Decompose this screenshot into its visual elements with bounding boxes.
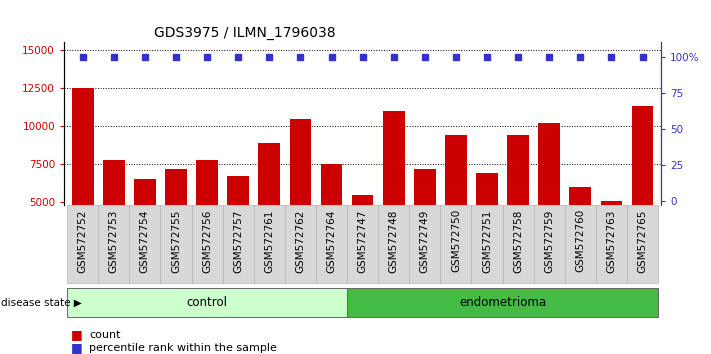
Bar (471, 205, 503, 283)
Bar (103, 160, 124, 278)
Text: endometrioma: endometrioma (459, 296, 546, 309)
Text: GSM572761: GSM572761 (264, 209, 274, 273)
Bar (72, 88, 94, 278)
Bar (507, 135, 529, 278)
Bar (191, 205, 223, 283)
Bar (445, 135, 467, 278)
Text: GSM572758: GSM572758 (513, 209, 523, 273)
Text: control: control (186, 296, 228, 309)
Text: GSM572764: GSM572764 (326, 209, 336, 273)
Bar (503, 205, 534, 283)
Bar (383, 111, 405, 278)
Text: GSM572763: GSM572763 (606, 209, 616, 273)
Bar (538, 123, 560, 278)
Bar (258, 143, 280, 278)
Text: GSM572756: GSM572756 (202, 209, 212, 273)
Text: GSM572750: GSM572750 (451, 209, 461, 273)
Bar (534, 205, 565, 283)
Bar (316, 205, 347, 283)
Bar (347, 288, 658, 317)
Bar (321, 164, 343, 278)
Bar (410, 205, 440, 283)
Text: GSM572757: GSM572757 (233, 209, 243, 273)
Text: GSM572749: GSM572749 (419, 209, 430, 273)
Bar (596, 205, 627, 283)
Bar (223, 205, 254, 283)
Text: ■: ■ (71, 328, 83, 341)
Bar (67, 205, 98, 283)
Bar (347, 205, 378, 283)
Bar (134, 179, 156, 278)
Text: GSM572747: GSM572747 (358, 209, 368, 273)
Bar (254, 205, 285, 283)
Bar (565, 205, 596, 283)
Bar (414, 169, 436, 278)
Text: percentile rank within the sample: percentile rank within the sample (89, 343, 277, 353)
Text: GSM572753: GSM572753 (109, 209, 119, 273)
Text: count: count (89, 330, 120, 339)
Bar (98, 205, 129, 283)
Bar (161, 205, 191, 283)
Bar (440, 205, 471, 283)
Bar (631, 107, 653, 278)
Text: ■: ■ (71, 341, 83, 354)
Bar (228, 176, 249, 278)
Text: GSM572752: GSM572752 (77, 209, 87, 273)
Bar (285, 205, 316, 283)
Bar (476, 173, 498, 278)
Bar (196, 160, 218, 278)
Text: GSM572762: GSM572762 (295, 209, 306, 273)
Bar (289, 119, 311, 278)
Text: GSM572748: GSM572748 (389, 209, 399, 273)
Bar (378, 205, 410, 283)
Bar (165, 169, 187, 278)
Text: GSM572754: GSM572754 (140, 209, 150, 273)
Text: GDS3975 / ILMN_1796038: GDS3975 / ILMN_1796038 (154, 26, 335, 40)
Bar (601, 201, 622, 278)
Text: disease state ▶: disease state ▶ (1, 298, 82, 308)
Text: GSM572751: GSM572751 (482, 209, 492, 273)
Bar (129, 205, 161, 283)
Bar (67, 288, 347, 317)
Text: GSM572755: GSM572755 (171, 209, 181, 273)
Bar (352, 195, 373, 278)
Bar (570, 187, 592, 278)
Bar (627, 205, 658, 283)
Text: GSM572760: GSM572760 (575, 209, 585, 273)
Text: GSM572759: GSM572759 (544, 209, 555, 273)
Text: GSM572765: GSM572765 (638, 209, 648, 273)
